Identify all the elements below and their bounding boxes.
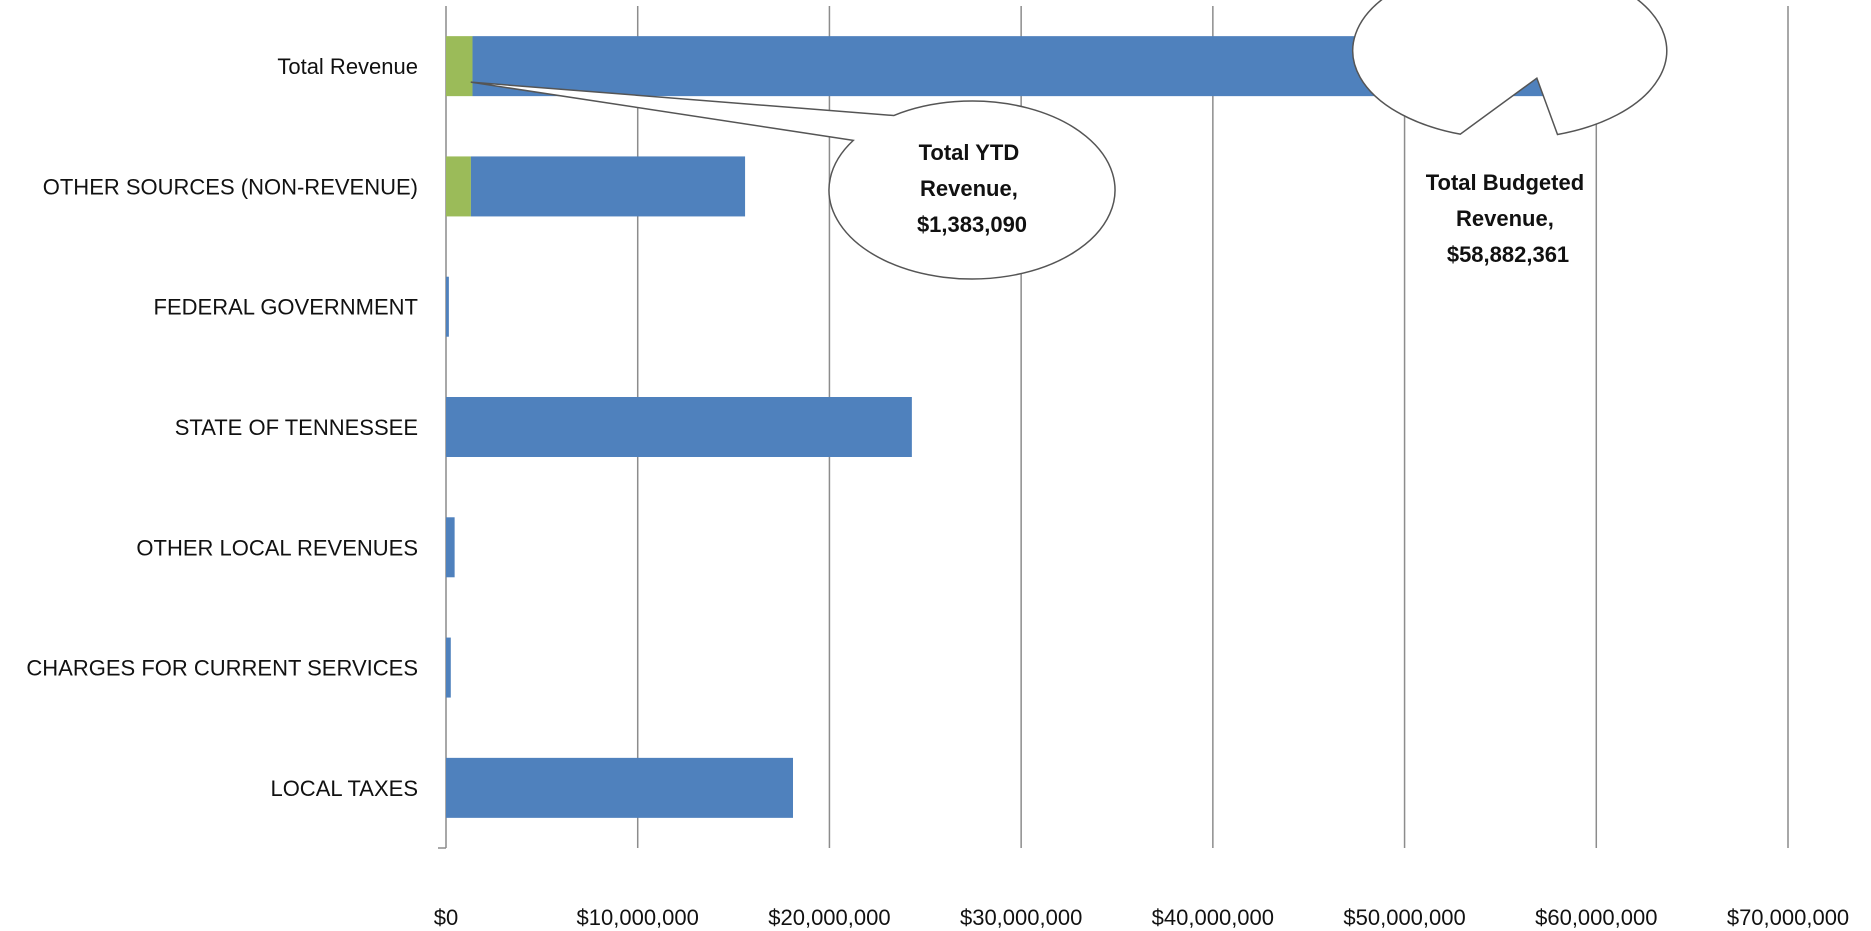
callout-budget: Total Budgeted Revenue, $58,882,361 (1351, 0, 1668, 267)
x-tick-label-4: $40,000,000 (1152, 905, 1274, 930)
bar-5-series-1 (446, 637, 451, 698)
bar-1-series-1 (470, 156, 746, 217)
callout-ytd-line-3: $1,383,090 (917, 212, 1027, 237)
bar-3-series-1 (446, 397, 912, 457)
callout-budget-line-2: Revenue, (1456, 206, 1554, 231)
bar-2-series-1 (446, 276, 449, 337)
category-label-5: CHARGES FOR CURRENT SERVICES (26, 656, 418, 681)
category-label-4: OTHER LOCAL REVENUES (136, 535, 418, 560)
category-labels: Total Revenue OTHER SOURCES (NON-REVENUE)… (26, 54, 418, 801)
callout-ytd: Total YTD Revenue, $1,383,090 (470, 81, 1116, 280)
x-tick-label-5: $50,000,000 (1343, 905, 1465, 930)
callout-budget-line-1: Total Budgeted (1426, 170, 1584, 195)
callout-ytd-line-2: Revenue, (920, 176, 1018, 201)
x-tick-label-7: $70,000,000 (1727, 905, 1849, 930)
svg-text:Total YTD Revenue,: Total YTD Revenue, $1,383,090 (917, 140, 1027, 237)
bar-1-series-0 (446, 156, 471, 217)
callout-budget-bubble (1351, 0, 1668, 136)
callout-ytd-bubble (470, 81, 1116, 280)
callout-budget-line-3: $58,882,361 (1447, 242, 1569, 267)
x-tick-label-3: $30,000,000 (960, 905, 1082, 930)
x-tick-label-1: $10,000,000 (577, 905, 699, 930)
category-label-0: Total Revenue (277, 54, 418, 79)
x-tick-label-0: $0 (434, 905, 458, 930)
bar-4-series-1 (446, 517, 455, 578)
category-label-2: FEDERAL GOVERNMENT (154, 295, 418, 320)
x-axis-tick-labels: $0 $10,000,000 $20,000,000 $30,000,000 $40,0… (434, 905, 1849, 930)
x-tick-label-2: $20,000,000 (768, 905, 890, 930)
x-tick-label-6: $60,000,000 (1535, 905, 1657, 930)
bar-0-series-0 (446, 36, 473, 97)
bar-6-series-1 (446, 757, 794, 818)
category-label-1: OTHER SOURCES (NON-REVENUE) (43, 174, 418, 199)
svg-text:Total Budgeted Revenue,: Total Budgeted Revenue, $58,882,361 (1426, 170, 1591, 267)
callout-ytd-line-1: Total YTD (919, 140, 1020, 165)
category-label-6: LOCAL TAXES (270, 776, 418, 801)
category-label-3: STATE OF TENNESSEE (175, 415, 418, 440)
